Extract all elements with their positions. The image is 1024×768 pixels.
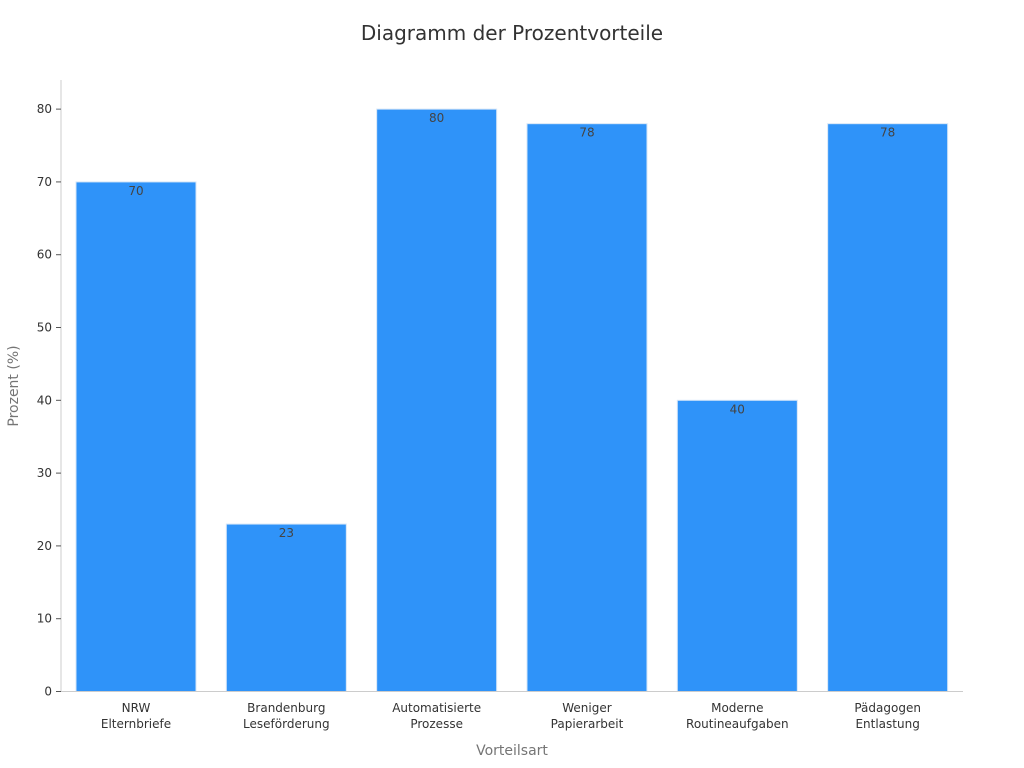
y-axis: 0 10 20 30 40 50 60 70 80 xyxy=(37,80,62,699)
bar-value-label: 40 xyxy=(730,402,745,416)
bar-value-label: 78 xyxy=(880,126,895,140)
bar xyxy=(676,399,798,692)
x-axis-label: Vorteilsart xyxy=(476,743,548,759)
x-tick-label: NRW Elternbriefe xyxy=(101,701,171,731)
bar-value-label: 23 xyxy=(279,526,294,540)
y-tick-label: 30 xyxy=(37,466,52,480)
bar xyxy=(75,181,197,693)
bar-value-label: 78 xyxy=(579,126,594,140)
y-tick-label: 0 xyxy=(44,685,52,699)
bar xyxy=(225,523,347,693)
x-axis: NRW Elternbriefe Brandenburg Leseförderung A… xyxy=(61,691,963,731)
y-tick-label: 20 xyxy=(37,539,52,553)
y-tick-label: 40 xyxy=(37,393,52,407)
y-tick-label: 70 xyxy=(37,175,52,189)
data-labels-group: 70 23 80 78 40 78 xyxy=(128,111,895,540)
x-tick-label: Moderne Routineaufgaben xyxy=(686,701,789,731)
y-tick-label: 50 xyxy=(37,321,52,335)
y-axis-label: Prozent (%) xyxy=(6,345,22,426)
bar xyxy=(376,108,498,693)
bar xyxy=(526,123,648,692)
bar-value-label: 70 xyxy=(128,184,143,198)
bars-group xyxy=(75,108,949,693)
x-tick-label: Brandenburg Leseförderung xyxy=(243,701,330,731)
x-tick-label: Automatisierte Prozesse xyxy=(392,701,481,731)
y-tick-label: 60 xyxy=(37,248,52,262)
bar-value-label: 80 xyxy=(429,111,444,125)
y-tick-label: 10 xyxy=(37,612,52,626)
bar xyxy=(827,123,949,692)
chart-title: Diagramm der Prozentvorteile xyxy=(361,21,663,45)
x-tick-label: Weniger Papierarbeit xyxy=(551,701,624,731)
y-tick-label: 80 xyxy=(37,102,52,116)
x-tick-label: Pädagogen Entlastung xyxy=(854,701,921,731)
